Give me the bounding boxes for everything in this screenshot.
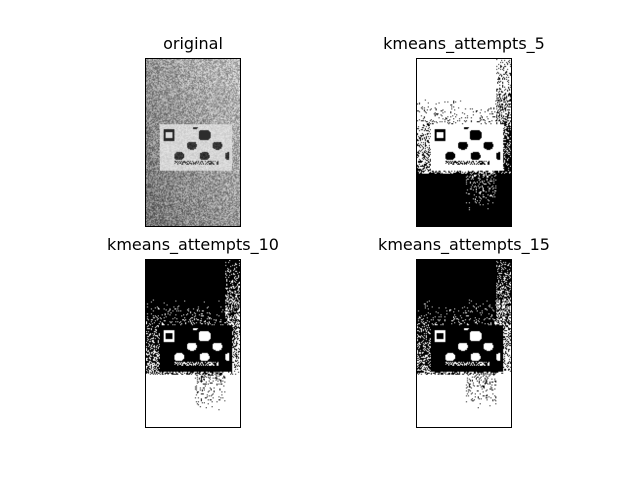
subplot-title-kmeans-attempts-15: kmeans_attempts_15 [378, 235, 550, 254]
subplot-title-kmeans-attempts-10: kmeans_attempts_10 [107, 235, 279, 254]
image-original [146, 59, 240, 226]
image-kmeans-attempts-15 [417, 260, 511, 427]
image-panel-kmeans-attempts-5 [416, 58, 512, 227]
image-panel-kmeans-attempts-15 [416, 259, 512, 428]
subplot-title-kmeans-attempts-5: kmeans_attempts_5 [383, 34, 545, 53]
image-kmeans-attempts-5 [417, 59, 511, 226]
image-kmeans-attempts-10 [146, 260, 240, 427]
image-panel-kmeans-attempts-10 [145, 259, 241, 428]
subplot-title-original: original [163, 34, 223, 53]
image-panel-original [145, 58, 241, 227]
